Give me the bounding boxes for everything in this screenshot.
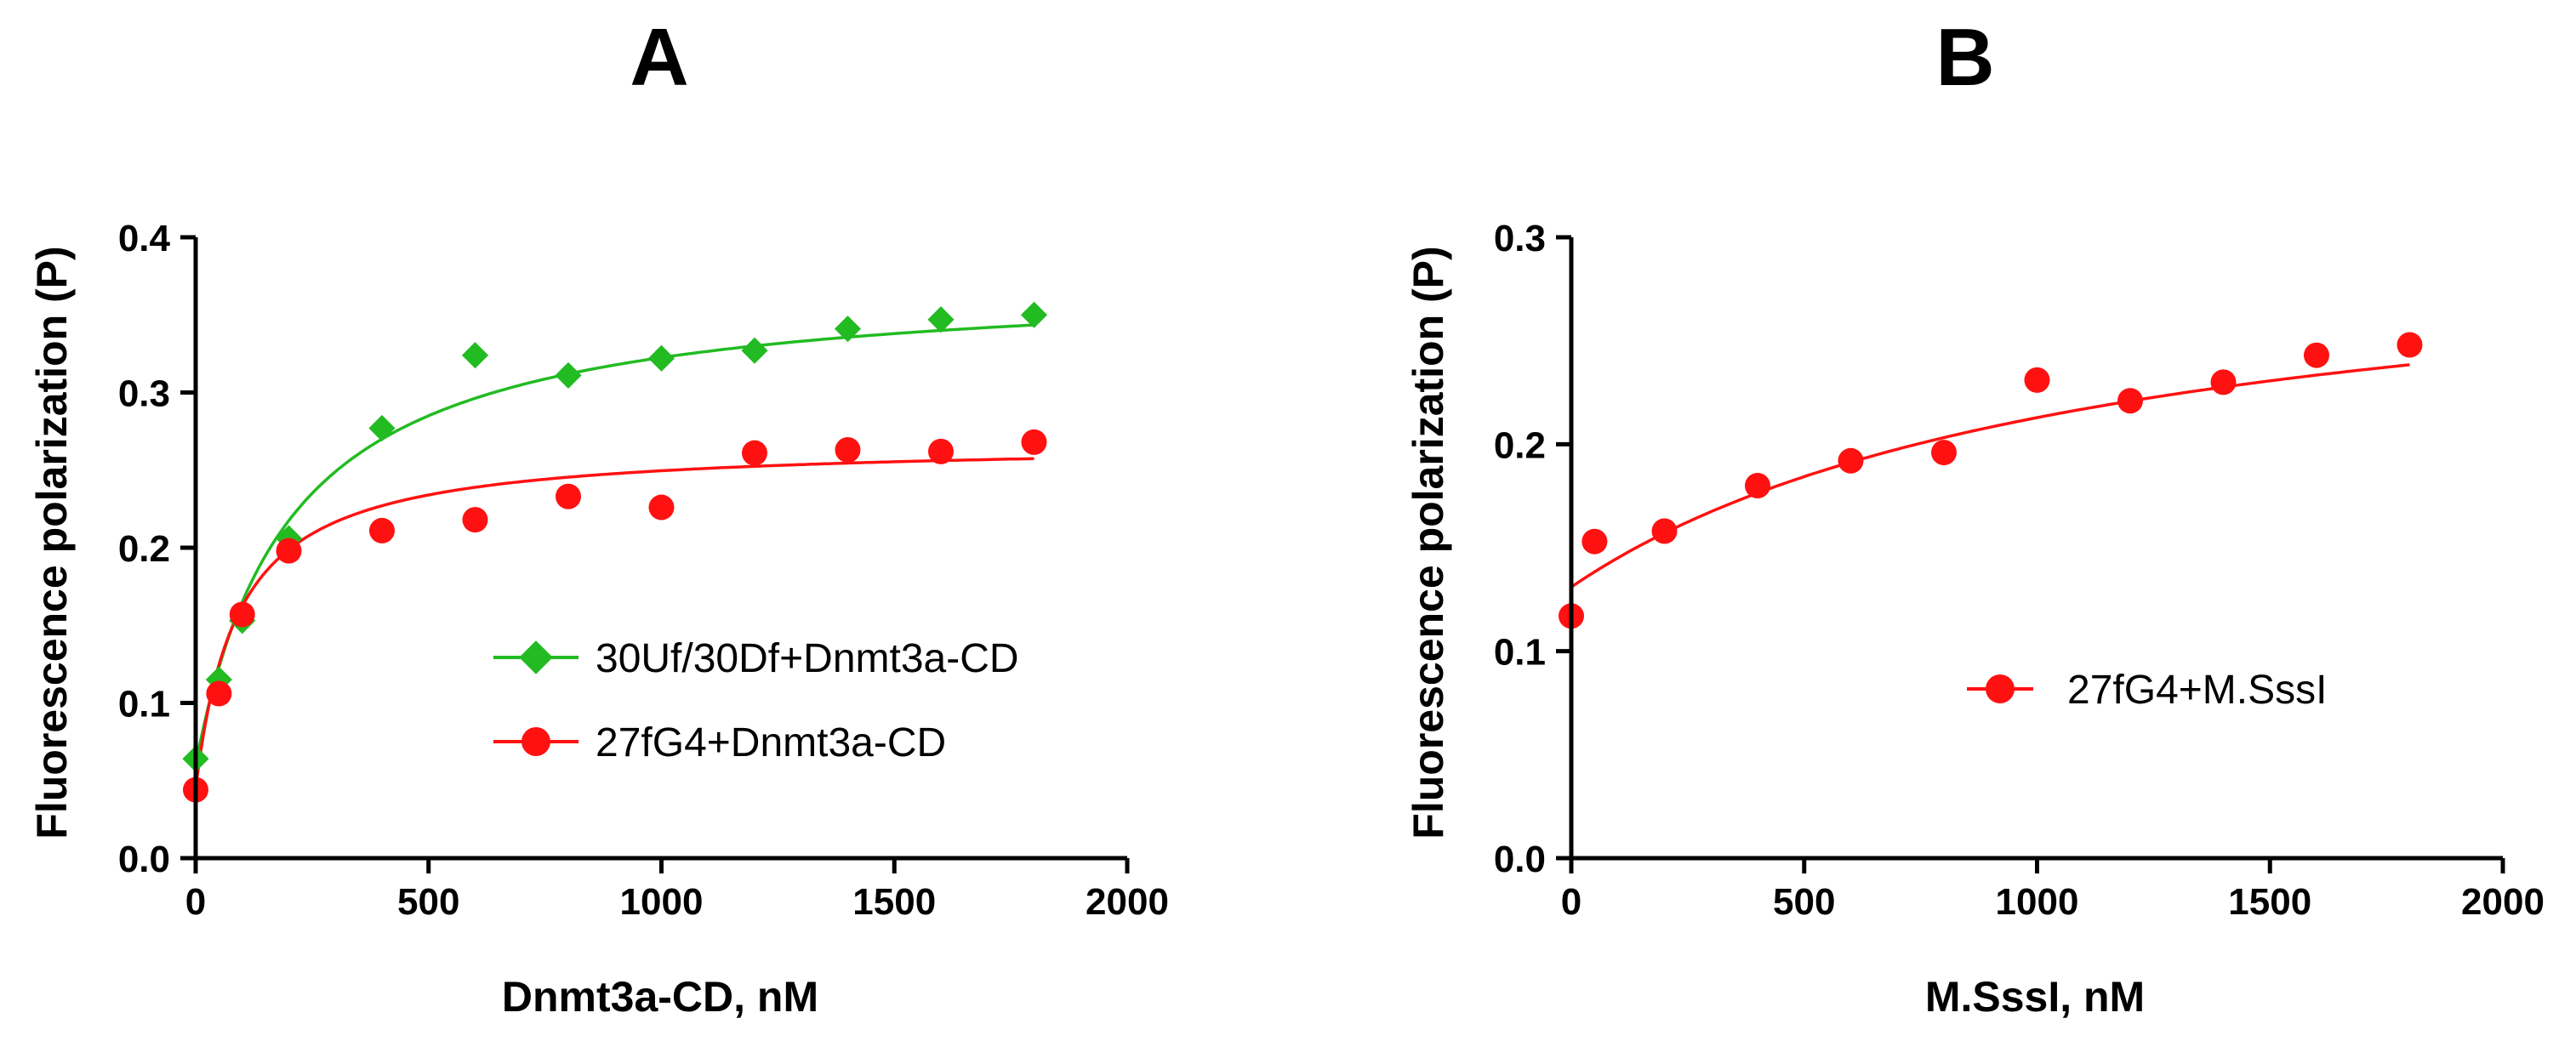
panel-a-x-axis-title: Dnmt3a-CD, nM: [502, 973, 818, 1021]
data-point-circle: [1651, 518, 1678, 544]
data-point-circle: [556, 483, 581, 509]
data-point-circle: [1745, 473, 1770, 498]
legend-label: 27fG4+Dnmt3a-CD: [596, 720, 946, 765]
panel-a-ticks: 0 500 1000 1500 2000 0.0 0.1 0.2 0.3 0.4: [118, 218, 1169, 923]
panel-b-letter: B: [1935, 12, 1994, 103]
legend-item-30uf-30df: 30Uf/30Df+Dnmt3a-CD: [493, 636, 1019, 681]
data-point-diamond: [647, 344, 675, 372]
x-tick-label: 1000: [1996, 881, 2079, 923]
x-tick-label: 500: [397, 881, 459, 923]
data-point-circle: [648, 494, 675, 520]
panel-b-y-axis-title: Fluorescence polarization (P): [1405, 246, 1452, 839]
legend-swatch-circle: [521, 727, 550, 756]
data-point-circle: [2024, 367, 2050, 393]
panel-a-axes: [193, 237, 1127, 861]
data-point-diamond: [1020, 301, 1048, 328]
data-point-circle: [1021, 429, 1047, 455]
data-point-diamond: [834, 316, 862, 343]
panel-a-chart: A Dnmt3a-CD, nM Fluorescence polarizatio…: [28, 12, 1169, 1021]
y-tick-label: 0.3: [1494, 218, 1546, 259]
data-point-circle: [835, 437, 861, 464]
legend-label: 30Uf/30Df+Dnmt3a-CD: [596, 636, 1019, 681]
panel-b-legend: 27fG4+M.SssI: [1967, 668, 2327, 713]
x-tick-label: 0: [185, 881, 206, 923]
fit-curve-series-1: [1570, 363, 2410, 589]
data-point-circle: [369, 517, 395, 543]
y-tick-label: 0.0: [118, 839, 170, 880]
y-tick-label: 0.1: [1494, 632, 1546, 674]
legend-label: 27fG4+M.SssI: [2067, 668, 2327, 713]
fit-curve-series-2: [194, 457, 1034, 789]
panel-b-chart: B M.SssI, nM Fluorescence polarization (…: [1405, 12, 2545, 1021]
data-point-circle: [276, 538, 302, 564]
data-point-diamond: [555, 361, 582, 389]
y-tick-label: 0.1: [118, 684, 170, 725]
data-point-circle: [2210, 369, 2237, 395]
panel-b-data-points: [1559, 332, 2423, 629]
y-tick-label: 0.3: [118, 373, 170, 415]
data-point-circle: [2396, 332, 2423, 358]
y-tick-label: 0.2: [118, 528, 170, 570]
data-point-circle: [2304, 342, 2329, 368]
data-point-diamond: [368, 414, 396, 442]
panel-b-ticks: 0 500 1000 1500 2000 0.0 0.1 0.2 0.3: [1494, 218, 2545, 923]
legend-item-27fg4: 27fG4+Dnmt3a-CD: [493, 720, 946, 765]
x-tick-label: 500: [1773, 881, 1835, 923]
panel-a-legend: 30Uf/30Df+Dnmt3a-CD 27fG4+Dnmt3a-CD: [493, 636, 1019, 765]
data-point-circle: [229, 601, 255, 628]
y-tick-label: 0.4: [118, 218, 171, 259]
data-point-diamond: [461, 342, 489, 369]
panel-a-y-axis-title: Fluorescence polarization (P): [28, 246, 76, 839]
fit-curve-series-1: [194, 323, 1034, 765]
panel-b-axes: [1569, 237, 2503, 861]
data-point-circle: [742, 440, 767, 466]
x-tick-label: 1500: [852, 881, 936, 923]
legend-swatch-circle: [1986, 674, 2015, 703]
panel-a-letter: A: [630, 12, 688, 103]
data-point-circle: [206, 680, 232, 707]
legend-item-27fg4-msssi: 27fG4+M.SssI: [1967, 668, 2327, 713]
panel-b-fit-curves: [1570, 363, 2410, 589]
x-tick-label: 1500: [2228, 881, 2311, 923]
data-point-diamond: [741, 337, 768, 364]
x-tick-label: 2000: [2461, 881, 2545, 923]
panel-a-fit-curves: [194, 323, 1034, 789]
data-point-circle: [1931, 440, 1957, 466]
legend-swatch-diamond: [519, 640, 553, 674]
data-point-circle: [1582, 528, 1608, 555]
x-tick-label: 1000: [620, 881, 704, 923]
x-tick-label: 2000: [1086, 881, 1169, 923]
y-tick-label: 0.2: [1494, 424, 1546, 466]
data-point-diamond: [927, 306, 955, 333]
y-tick-label: 0.0: [1494, 839, 1546, 880]
data-point-circle: [1838, 447, 1864, 474]
x-tick-label: 0: [1561, 881, 1582, 923]
data-point-circle: [462, 507, 488, 533]
data-point-circle: [928, 438, 954, 464]
data-point-circle: [2117, 388, 2143, 414]
panel-b-x-axis-title: M.SssI, nM: [1925, 973, 2145, 1021]
